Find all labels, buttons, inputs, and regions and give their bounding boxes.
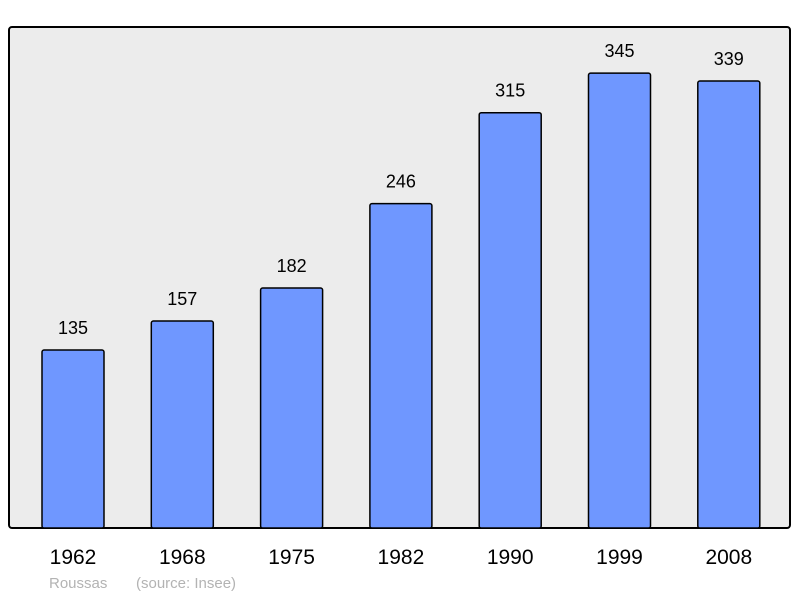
x-tick-label-1990: 1990 <box>487 546 534 569</box>
data-label-1968: 157 <box>167 289 197 309</box>
bar-1968 <box>150 320 215 529</box>
x-tick-label-1999: 1999 <box>596 546 643 569</box>
data-label-1975: 182 <box>277 256 307 276</box>
data-label-1962: 135 <box>58 318 88 338</box>
bar-2008 <box>697 80 761 529</box>
data-label-1982: 246 <box>386 172 416 192</box>
x-tick-label-1962: 1962 <box>50 546 97 569</box>
x-tick-label-1968: 1968 <box>159 546 206 569</box>
x-tick-label-1982: 1982 <box>378 546 425 569</box>
x-tick-label-1975: 1975 <box>268 546 315 569</box>
bar-1982 <box>369 202 433 529</box>
footer-place: Roussas <box>49 575 108 592</box>
x-tick-label-2008: 2008 <box>705 546 752 569</box>
data-label-1999: 345 <box>604 41 634 61</box>
data-label-1990: 315 <box>495 81 525 101</box>
bar-1990 <box>478 111 542 529</box>
footer-source: (source: Insee) <box>136 575 237 592</box>
bar-1975 <box>259 287 324 529</box>
bar-1962 <box>41 349 105 529</box>
data-label-2008: 339 <box>714 49 744 69</box>
bar-1999 <box>587 72 652 529</box>
